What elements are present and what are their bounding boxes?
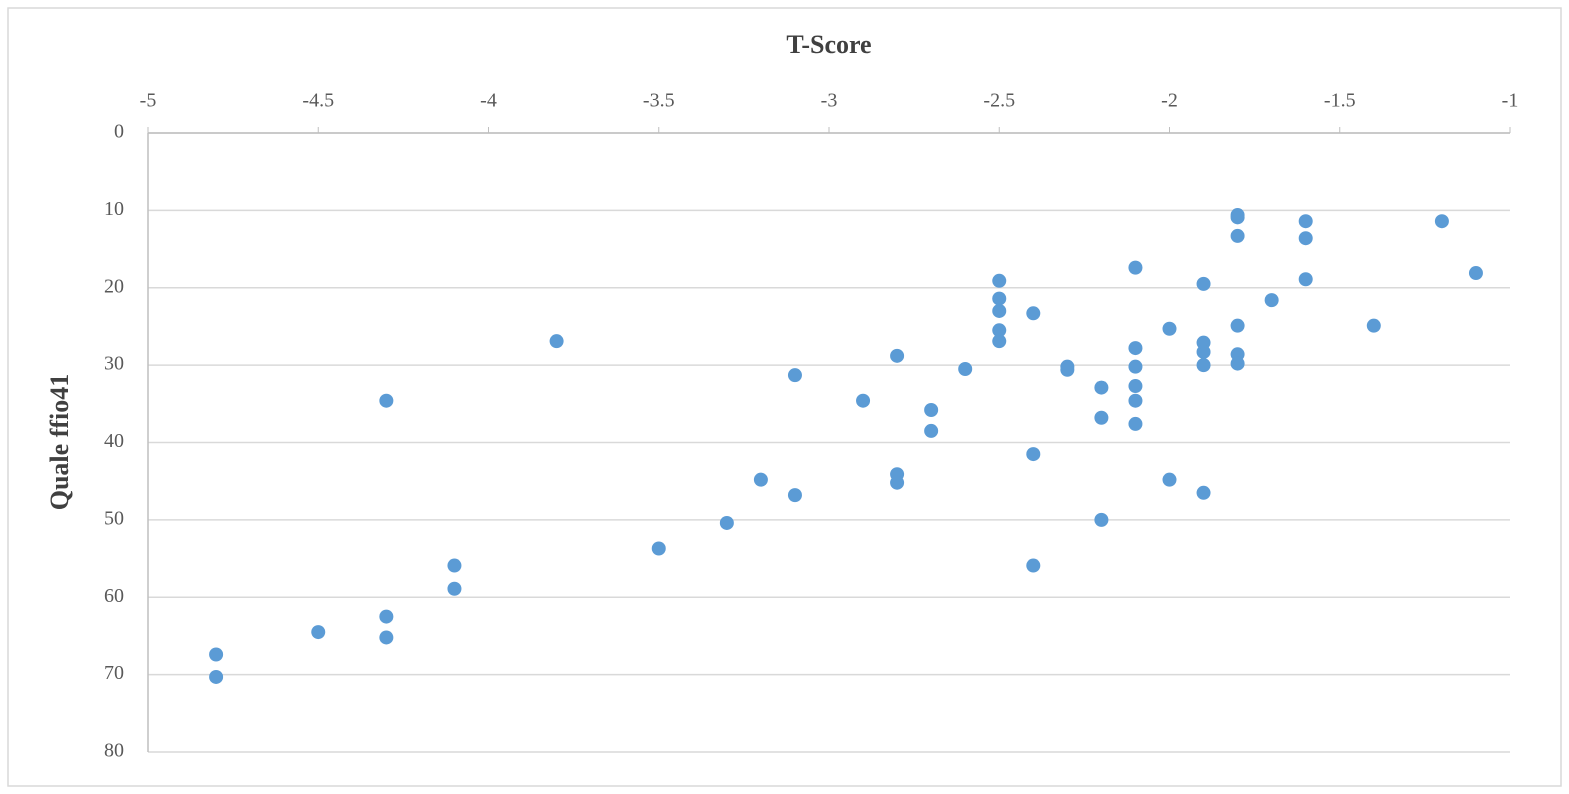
y-tick-label: 40 <box>104 430 124 452</box>
point <box>1026 447 1041 462</box>
x-tick-label: -2 <box>1161 90 1178 112</box>
y-tick-label: 20 <box>104 275 124 297</box>
point <box>958 361 973 376</box>
point <box>1128 359 1143 374</box>
point <box>1026 306 1041 321</box>
point <box>447 581 462 596</box>
point <box>1298 231 1313 246</box>
point <box>787 368 802 383</box>
point <box>992 273 1007 288</box>
point <box>1468 266 1483 281</box>
point <box>1298 272 1313 287</box>
point <box>1264 293 1279 308</box>
point <box>1060 362 1075 377</box>
point <box>1128 416 1143 431</box>
y-axis-label: Quale ffio41 <box>45 374 74 511</box>
point <box>209 647 224 662</box>
chart-frame <box>7 7 1562 787</box>
point <box>992 323 1007 338</box>
point <box>1434 214 1449 229</box>
x-tick-label: -3.5 <box>643 90 675 112</box>
x-axis-label: T-Score <box>786 30 871 59</box>
point <box>1162 321 1177 336</box>
point <box>1196 358 1211 373</box>
y-tick-label: 30 <box>104 353 124 375</box>
point <box>924 403 939 418</box>
point <box>924 423 939 438</box>
point <box>549 334 564 349</box>
point <box>1094 380 1109 395</box>
point <box>209 669 224 684</box>
point <box>890 475 905 490</box>
point <box>1162 472 1177 487</box>
point <box>753 472 768 487</box>
point <box>1128 393 1143 408</box>
point <box>1366 318 1381 333</box>
point <box>651 541 666 556</box>
point <box>1094 512 1109 527</box>
point <box>992 303 1007 318</box>
y-tick-label: 60 <box>104 585 124 607</box>
x-tick-label: -4 <box>480 90 497 112</box>
point <box>856 393 871 408</box>
point <box>379 609 394 624</box>
point <box>1230 356 1245 371</box>
y-tick-label: 10 <box>104 198 124 220</box>
point <box>1026 558 1041 573</box>
point <box>1298 214 1313 229</box>
x-tick-label: -2.5 <box>983 90 1015 112</box>
y-tick-label: 70 <box>104 662 124 684</box>
x-tick-label: -4.5 <box>302 90 334 112</box>
point <box>1128 379 1143 394</box>
point <box>1196 276 1211 291</box>
x-tick-label: -5 <box>140 90 157 112</box>
point <box>719 515 734 530</box>
point <box>1230 210 1245 225</box>
point <box>1196 485 1211 500</box>
point <box>992 291 1007 306</box>
point <box>787 488 802 503</box>
x-tick-label: -1.5 <box>1324 90 1356 112</box>
x-tick-label: -3 <box>821 90 838 112</box>
point <box>1196 344 1211 359</box>
point <box>447 558 462 573</box>
point <box>379 393 394 408</box>
point <box>1230 318 1245 333</box>
y-tick-label: 50 <box>104 507 124 529</box>
point <box>379 630 394 645</box>
point <box>1094 410 1109 425</box>
point <box>890 348 905 363</box>
point <box>1128 260 1143 275</box>
y-tick-label: 80 <box>104 740 124 762</box>
point <box>1230 228 1245 243</box>
y-tick-label: 0 <box>114 121 124 143</box>
point <box>311 625 326 640</box>
x-tick-label: -1 <box>1502 90 1519 112</box>
point <box>992 334 1007 349</box>
point <box>1128 341 1143 356</box>
